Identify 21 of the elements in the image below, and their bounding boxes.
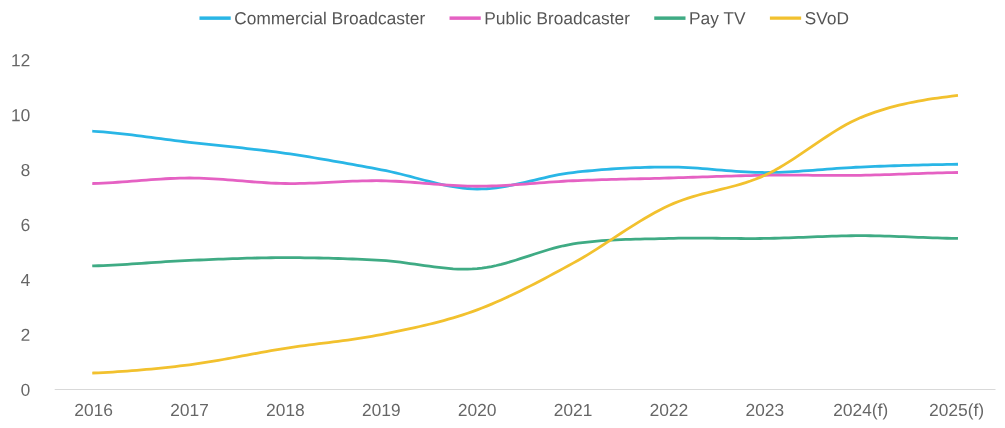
- y-tick-label: 2: [21, 328, 30, 341]
- x-tick-label: 2024(f): [834, 403, 888, 420]
- x-tick-label: 2025(f): [929, 403, 984, 420]
- y-tick-label: 0: [21, 383, 30, 396]
- legend-label: Commercial Broadcaster: [235, 11, 425, 25]
- x-tick-label: 2022: [650, 403, 688, 417]
- legend-label: SVoD: [805, 12, 849, 25]
- y-tick-label: 10: [12, 109, 30, 122]
- x-tick-label: 2018: [266, 403, 304, 417]
- y-tick-label: 8: [21, 163, 30, 177]
- x-tick-label: 2020: [458, 403, 496, 417]
- x-tick-label: 2021: [554, 403, 592, 417]
- y-tick-label: 12: [12, 54, 30, 67]
- x-tick-label: 2019: [362, 403, 400, 417]
- legend-label: Pay TV: [690, 12, 746, 28]
- x-tick-label: 2023: [746, 403, 784, 417]
- x-tick-label: 2017: [171, 403, 208, 417]
- x-tick-label: 2016: [75, 403, 113, 417]
- y-tick-label: 6: [21, 218, 30, 232]
- legend-label: Public Broadcaster: [485, 11, 630, 25]
- y-tick-label: 4: [21, 273, 30, 286]
